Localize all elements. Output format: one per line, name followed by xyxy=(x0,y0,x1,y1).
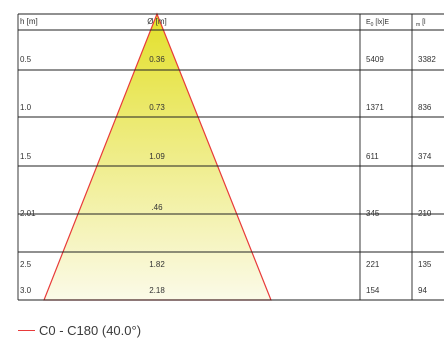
legend: C0 - C180 (40.0°) xyxy=(18,322,141,338)
row-5: 3.0 2.18 154 94 xyxy=(20,286,427,295)
row-illuminance: 221 xyxy=(366,260,380,269)
legend-line-swatch xyxy=(18,329,35,331)
row-height: 2.5 xyxy=(20,260,32,269)
row-height: 1.0 xyxy=(20,103,32,112)
header-diameter-label: Ø [m] xyxy=(147,17,167,26)
row-col5: 836 xyxy=(418,103,432,112)
row-col5: 374 xyxy=(418,152,432,161)
row-col5: 210 xyxy=(418,209,432,218)
header-col5-label: m [l xyxy=(416,19,426,28)
row-1: 1.0 0.73 1371 836 xyxy=(20,103,432,112)
row-4: 2.5 1.82 221 135 xyxy=(20,260,432,269)
row-height: 1.5 xyxy=(20,152,32,161)
header-illuminance-label: E0 [lx]E xyxy=(366,19,389,28)
row-3: 2.01 .46 345 210 xyxy=(20,203,432,218)
row-diameter: 0.73 xyxy=(149,103,165,112)
row-height: 0.5 xyxy=(20,55,32,64)
row-diameter: 2.18 xyxy=(149,286,165,295)
header-height-label: h [m] xyxy=(20,17,38,26)
row-diameter: .46 xyxy=(151,203,163,212)
row-2: 1.5 1.09 611 374 xyxy=(20,152,432,161)
row-illuminance: 611 xyxy=(366,152,379,161)
row-col5: 94 xyxy=(418,286,427,295)
row-diameter: 1.09 xyxy=(149,152,165,161)
row-illuminance: 154 xyxy=(366,286,380,295)
row-height: 2.01 xyxy=(20,209,36,218)
row-0: 0.5 0.36 5409 3382 xyxy=(20,55,436,64)
grid xyxy=(17,13,444,301)
row-col5: 135 xyxy=(418,260,432,269)
row-diameter: 1.82 xyxy=(149,260,165,269)
row-illuminance: 345 xyxy=(366,209,380,218)
row-illuminance: 5409 xyxy=(366,55,384,64)
row-illuminance: 1371 xyxy=(366,103,384,112)
row-col5: 3382 xyxy=(418,55,436,64)
row-height: 3.0 xyxy=(20,286,32,295)
row-diameter: 0.36 xyxy=(149,55,165,64)
legend-label: C0 - C180 (40.0°) xyxy=(39,322,142,338)
